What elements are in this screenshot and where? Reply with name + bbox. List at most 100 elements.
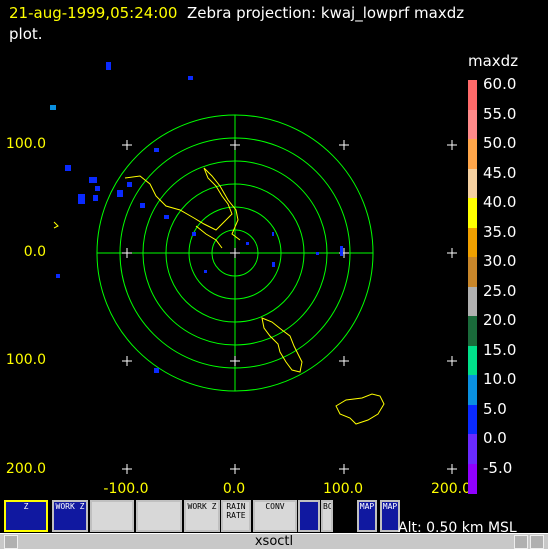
legend-swatch xyxy=(468,168,477,199)
legend-label: 15.0 xyxy=(483,340,517,359)
altitude-readout: Alt: 0.50 km MSL xyxy=(398,520,517,536)
map-grid-icon[interactable] xyxy=(90,500,134,532)
radar-echo xyxy=(50,105,56,110)
grid-cross xyxy=(447,248,457,258)
radar-echo xyxy=(93,195,98,201)
legend-swatch xyxy=(468,109,477,140)
grid-cross xyxy=(230,140,240,150)
radar-echo xyxy=(204,270,207,273)
radar-echo xyxy=(78,194,85,204)
legend-swatch xyxy=(468,345,477,376)
grid-cross xyxy=(339,356,349,366)
legend-label: 40.0 xyxy=(483,193,517,211)
radar-echo xyxy=(140,203,145,208)
legend-swatch xyxy=(468,198,477,228)
title-line-1: 21-aug-1999,05:24:00 Zebra projection: k… xyxy=(9,4,464,22)
grid-cross xyxy=(122,248,132,258)
grid-cross xyxy=(230,248,240,258)
legend-label: 30.0 xyxy=(483,252,517,270)
y-label-100-bottom: 100.0 xyxy=(5,352,46,368)
radar-echo xyxy=(188,76,193,80)
legend-label: 60.0 xyxy=(483,75,517,93)
radar-echo xyxy=(154,368,159,373)
y-label-0: 0.0 xyxy=(23,244,46,260)
grid-cross xyxy=(230,464,240,474)
radar-echo xyxy=(246,242,249,245)
grid-cross xyxy=(122,464,132,474)
legend-swatch xyxy=(468,139,477,169)
radar-echo xyxy=(316,252,319,255)
timestamp: 21-aug-1999,05:24:00 xyxy=(9,4,178,22)
zebra-icon[interactable]: Z xyxy=(4,500,48,532)
legend-label: 5.0 xyxy=(483,399,507,418)
legend-label: 50.0 xyxy=(483,134,517,152)
minimize-button[interactable] xyxy=(514,535,528,549)
conv-icon[interactable]: CONV xyxy=(253,500,297,532)
x-label-100: 100.0 xyxy=(322,481,364,497)
coastline xyxy=(53,221,59,229)
x-label-neg100: -100.0 xyxy=(103,481,149,497)
legend-swatch xyxy=(468,463,477,494)
radar-echo xyxy=(117,190,123,197)
map-icon[interactable]: MAP xyxy=(357,500,377,532)
grid-cross xyxy=(339,140,349,150)
legend-label: 20.0 xyxy=(483,311,517,329)
radar-echo xyxy=(65,165,71,171)
radar-echo xyxy=(192,232,196,236)
y-label-100-top: 100.0 xyxy=(5,136,46,152)
grid-cross xyxy=(447,464,457,474)
plot-title: Zebra projection: kwaj_lowprf maxdz xyxy=(187,4,465,22)
coastline xyxy=(261,317,303,373)
usa-map-icon[interactable]: MAP xyxy=(380,500,400,532)
radar-echo xyxy=(272,262,275,267)
radar-echo xyxy=(340,246,343,256)
radar-echo xyxy=(127,182,132,187)
x-label-0: 0.0 xyxy=(222,481,246,497)
legend-label: -5.0 xyxy=(483,458,513,477)
grid-cross xyxy=(447,140,457,150)
legend-swatch xyxy=(468,316,477,346)
x-label-200: 200.0 xyxy=(430,481,472,497)
grid-cross xyxy=(230,356,240,366)
legend-swatch xyxy=(468,286,477,317)
legend-swatch xyxy=(468,80,477,110)
globe-icon[interactable] xyxy=(298,500,320,532)
xsoctl-title: xsoctl xyxy=(254,534,294,549)
legend-label: 25.0 xyxy=(483,281,517,300)
radar-echo xyxy=(89,177,97,183)
legend-label: 45.0 xyxy=(483,163,517,182)
coastline xyxy=(124,167,241,249)
radar-echo xyxy=(154,148,159,152)
radar-echo xyxy=(272,232,274,236)
radar-echo xyxy=(106,62,111,70)
y-label-200: 200.0 xyxy=(5,461,46,477)
plot-title-cont: plot. xyxy=(9,25,43,43)
radar-echo xyxy=(95,186,100,191)
coastline xyxy=(335,393,385,425)
radar-plot[interactable] xyxy=(0,0,548,500)
legend-swatch xyxy=(468,375,477,405)
legend-swatch xyxy=(468,227,477,258)
radar-echo xyxy=(56,274,60,278)
work-z-icon[interactable]: WORK Z xyxy=(52,500,88,532)
title-line-2: plot. xyxy=(9,25,43,43)
xsoctl-titlebar[interactable]: xsoctl xyxy=(0,533,548,549)
maximize-button[interactable] xyxy=(530,535,544,549)
boundary-icon[interactable]: BOUND xyxy=(321,500,333,532)
grid-cross xyxy=(447,356,457,366)
radar-echo xyxy=(164,215,169,219)
legend-label: 0.0 xyxy=(483,429,507,447)
legend-label: 55.0 xyxy=(483,104,517,123)
rain-rate-icon[interactable]: RAIN RATE xyxy=(221,500,251,532)
sparkle-icon[interactable] xyxy=(136,500,182,532)
legend-swatch xyxy=(468,434,477,464)
grid-cross xyxy=(122,140,132,150)
legend-label: 35.0 xyxy=(483,222,517,241)
grid-cross xyxy=(339,464,349,474)
legend-swatch xyxy=(468,257,477,287)
work-z2-icon[interactable]: WORK Z xyxy=(184,500,220,532)
legend-title: maxdz xyxy=(468,52,519,70)
grid-cross xyxy=(122,356,132,366)
legend-swatch xyxy=(468,404,477,435)
